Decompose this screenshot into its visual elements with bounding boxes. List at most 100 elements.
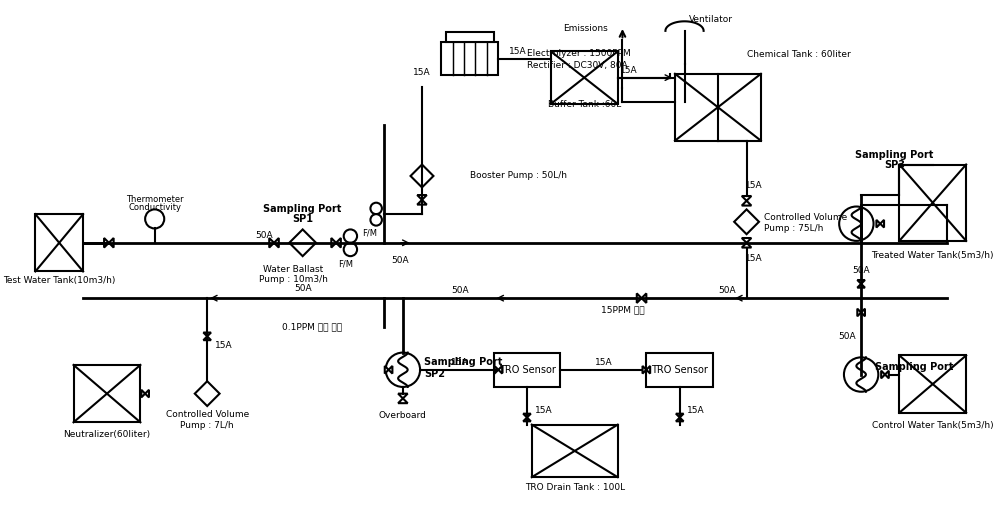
Text: 50A: 50A — [294, 284, 312, 293]
Text: TRO Sensor: TRO Sensor — [499, 365, 555, 375]
Text: 0.1PPM 이하 중화: 0.1PPM 이하 중화 — [283, 322, 343, 331]
Polygon shape — [637, 293, 641, 303]
Polygon shape — [274, 238, 279, 248]
Polygon shape — [389, 366, 393, 374]
Circle shape — [839, 207, 874, 241]
Text: Pump : 7L/h: Pump : 7L/h — [180, 420, 234, 430]
Text: Ventilator: Ventilator — [689, 15, 733, 24]
Polygon shape — [332, 238, 336, 248]
Polygon shape — [858, 309, 861, 316]
Bar — [532, 425, 617, 477]
Circle shape — [145, 209, 164, 228]
Text: 15PPM 희석: 15PPM 희석 — [600, 305, 644, 314]
Polygon shape — [203, 336, 211, 340]
Text: SP1: SP1 — [293, 214, 314, 224]
Polygon shape — [881, 371, 885, 378]
Text: Sampling Port: Sampling Port — [264, 204, 342, 214]
Text: 50A: 50A — [718, 286, 736, 295]
Polygon shape — [676, 414, 683, 417]
Polygon shape — [109, 238, 113, 248]
Text: 15A: 15A — [687, 406, 705, 415]
Polygon shape — [385, 366, 389, 374]
Polygon shape — [734, 209, 759, 234]
Bar — [494, 352, 560, 387]
Text: Overboard: Overboard — [379, 411, 427, 420]
Text: Pump : 75L/h: Pump : 75L/h — [764, 224, 823, 233]
Text: Booster Pump : 50L/h: Booster Pump : 50L/h — [470, 171, 567, 181]
Polygon shape — [741, 201, 752, 206]
Text: Sampling Port: Sampling Port — [856, 150, 934, 160]
Text: Chemical Tank : 60liter: Chemical Tank : 60liter — [746, 50, 851, 59]
Text: 15A: 15A — [413, 69, 431, 77]
Bar — [646, 352, 713, 387]
Text: 50A: 50A — [451, 286, 469, 295]
Circle shape — [371, 203, 382, 214]
Polygon shape — [741, 196, 752, 201]
Polygon shape — [495, 366, 498, 374]
Bar — [441, 42, 498, 75]
Text: Neutralizer(60liter): Neutralizer(60liter) — [63, 430, 150, 439]
Polygon shape — [141, 390, 145, 398]
Polygon shape — [646, 366, 650, 374]
Bar — [900, 165, 966, 241]
Text: 15A: 15A — [214, 342, 232, 350]
Text: 15A: 15A — [509, 47, 526, 57]
Polygon shape — [641, 293, 646, 303]
Polygon shape — [642, 366, 646, 374]
Text: SP2: SP2 — [424, 368, 445, 378]
Text: Sampling Port: Sampling Port — [424, 357, 502, 367]
Polygon shape — [676, 417, 683, 421]
Text: Test Water Tank(10m3/h): Test Water Tank(10m3/h) — [3, 277, 115, 285]
Text: Treated Water Tank(5m3/h): Treated Water Tank(5m3/h) — [872, 251, 994, 260]
Bar — [446, 32, 494, 42]
Text: Control Water Tank(5m3/h): Control Water Tank(5m3/h) — [872, 420, 994, 430]
Text: Rectifier : DC30V, 80A: Rectifier : DC30V, 80A — [527, 61, 627, 70]
Polygon shape — [417, 200, 427, 204]
Text: Water Ballast: Water Ballast — [263, 265, 324, 274]
Text: 50A: 50A — [838, 332, 856, 341]
Polygon shape — [336, 238, 341, 248]
Text: TRO Sensor: TRO Sensor — [651, 365, 708, 375]
Circle shape — [371, 214, 382, 226]
Text: Pump : 10m3/h: Pump : 10m3/h — [259, 275, 328, 283]
Text: 50A: 50A — [392, 256, 409, 265]
Text: 50A: 50A — [853, 266, 870, 275]
Text: 15A: 15A — [745, 254, 763, 263]
Polygon shape — [290, 229, 316, 256]
Text: Controlled Volume: Controlled Volume — [165, 410, 248, 419]
Polygon shape — [741, 238, 752, 243]
Text: 50A: 50A — [256, 230, 274, 240]
Polygon shape — [203, 333, 211, 336]
Polygon shape — [885, 371, 889, 378]
Polygon shape — [417, 195, 427, 200]
Text: 15A: 15A — [535, 406, 552, 415]
Polygon shape — [270, 238, 274, 248]
Text: TRO Drain Tank : 100L: TRO Drain Tank : 100L — [525, 483, 625, 491]
Text: 15A: 15A — [594, 358, 612, 366]
Text: 15A: 15A — [451, 358, 469, 366]
Text: Electrolyzer : 1500PPM: Electrolyzer : 1500PPM — [527, 49, 630, 58]
Polygon shape — [104, 238, 109, 248]
Circle shape — [386, 352, 420, 387]
Polygon shape — [858, 284, 865, 288]
Text: Controlled Volume: Controlled Volume — [764, 212, 847, 222]
Text: 15A: 15A — [745, 181, 763, 190]
Polygon shape — [741, 243, 752, 248]
Polygon shape — [523, 414, 531, 417]
Polygon shape — [411, 165, 434, 187]
Polygon shape — [194, 381, 219, 406]
Circle shape — [844, 358, 879, 392]
Bar — [73, 365, 140, 422]
Text: Buffer Tank :60L: Buffer Tank :60L — [548, 100, 621, 109]
Text: F/M: F/M — [362, 229, 377, 238]
Polygon shape — [858, 280, 865, 284]
Text: Conductivity: Conductivity — [128, 203, 181, 212]
Polygon shape — [145, 390, 149, 398]
Text: Emissions: Emissions — [563, 24, 608, 33]
Circle shape — [344, 243, 357, 256]
Circle shape — [344, 229, 357, 243]
Bar — [900, 356, 966, 413]
Text: F/M: F/M — [338, 260, 353, 268]
Bar — [35, 214, 83, 271]
Polygon shape — [398, 393, 408, 399]
